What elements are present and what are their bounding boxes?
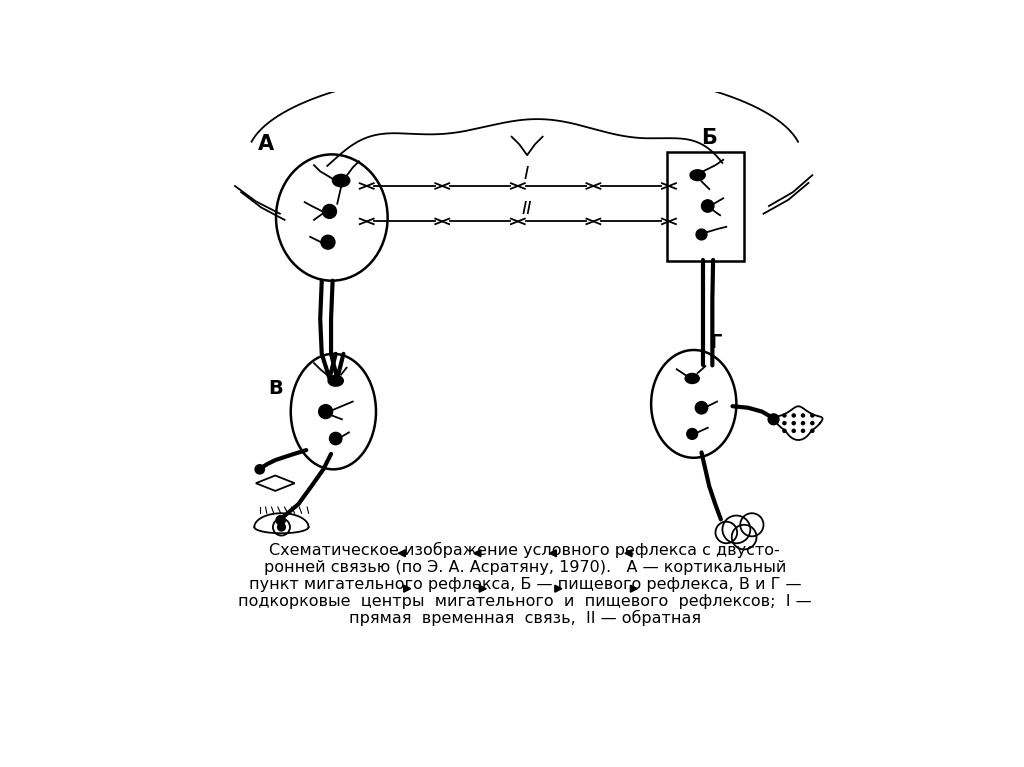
- Circle shape: [323, 205, 337, 219]
- Circle shape: [783, 430, 786, 433]
- Ellipse shape: [690, 170, 706, 180]
- Circle shape: [695, 402, 708, 414]
- Polygon shape: [555, 585, 562, 592]
- Circle shape: [811, 414, 814, 417]
- Ellipse shape: [685, 374, 699, 384]
- Polygon shape: [625, 550, 632, 557]
- Polygon shape: [398, 550, 406, 557]
- Circle shape: [276, 515, 286, 525]
- Circle shape: [278, 523, 286, 531]
- Text: II: II: [521, 200, 531, 218]
- Ellipse shape: [328, 375, 343, 386]
- Circle shape: [793, 422, 796, 425]
- Circle shape: [811, 422, 814, 425]
- Circle shape: [696, 229, 707, 240]
- Circle shape: [330, 433, 342, 445]
- Circle shape: [255, 465, 264, 474]
- Circle shape: [687, 429, 697, 439]
- Text: подкорковые  центры  мигательного  и  пищевого  рефлексов;  I —: подкорковые центры мигательного и пищево…: [238, 594, 812, 608]
- Text: Б: Б: [701, 128, 717, 148]
- Bar: [667, 152, 744, 262]
- Circle shape: [811, 430, 814, 433]
- Polygon shape: [403, 585, 411, 592]
- Polygon shape: [479, 585, 486, 592]
- Text: прямая  временная  связь,  II — обратная: прямая временная связь, II — обратная: [349, 610, 700, 626]
- Text: I: I: [523, 166, 529, 183]
- Circle shape: [783, 414, 786, 417]
- Text: пункт мигательного рефлекса, Б — пищевого рефлекса, В и Г —: пункт мигательного рефлекса, Б — пищевог…: [249, 577, 801, 591]
- Circle shape: [768, 414, 779, 425]
- Circle shape: [793, 414, 796, 417]
- Circle shape: [802, 414, 805, 417]
- Text: А: А: [258, 134, 274, 154]
- Circle shape: [318, 405, 333, 419]
- Circle shape: [793, 430, 796, 433]
- Text: В: В: [268, 379, 283, 398]
- Polygon shape: [474, 550, 481, 557]
- Circle shape: [802, 430, 805, 433]
- Circle shape: [802, 422, 805, 425]
- Circle shape: [701, 200, 714, 212]
- Polygon shape: [631, 585, 637, 592]
- Text: ронней связью (по Э. А. Асратяну, 1970).   А — кортикальный: ронней связью (по Э. А. Асратяну, 1970).…: [263, 560, 786, 574]
- Polygon shape: [550, 550, 556, 557]
- Text: Г: Г: [710, 333, 722, 352]
- Circle shape: [321, 235, 335, 249]
- Ellipse shape: [333, 174, 350, 186]
- Circle shape: [783, 422, 786, 425]
- Text: Схематическое изображение условного рефлекса с двусто-: Схематическое изображение условного рефл…: [269, 542, 780, 558]
